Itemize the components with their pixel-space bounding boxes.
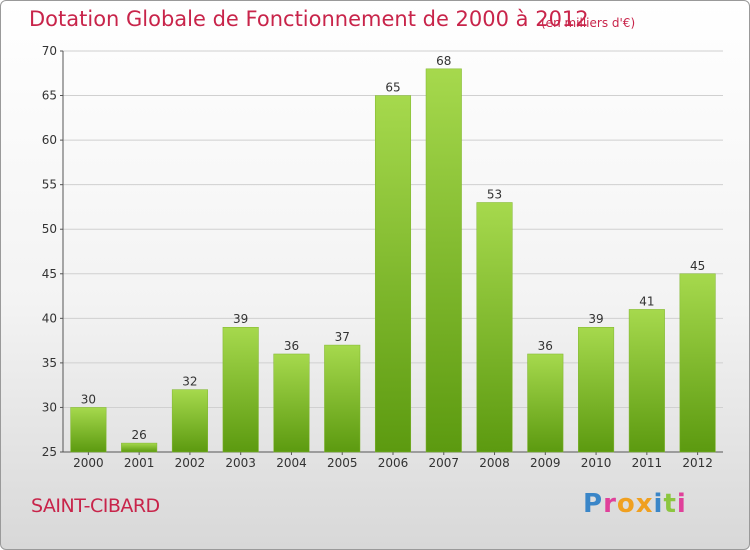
x-tick-label: 2006 — [378, 456, 409, 470]
proxiti-logo[interactable]: Proxiti — [583, 489, 687, 519]
bar-value-label: 26 — [132, 428, 147, 442]
x-tick-label: 2009 — [530, 456, 561, 470]
bar-value-label: 65 — [385, 81, 400, 95]
commune-name: SAINT-CIBARD — [31, 495, 160, 517]
bar-2005[interactable] — [324, 344, 361, 453]
bar-value-label: 68 — [436, 54, 451, 68]
chart-subtitle: (en milliers d'€) — [541, 16, 636, 30]
bar-2004[interactable] — [273, 353, 310, 453]
x-tick-label: 2004 — [276, 456, 307, 470]
logo-letter: i — [653, 489, 664, 519]
logo-letter: x — [635, 489, 654, 519]
logo-letter: P — [583, 489, 604, 519]
bar-2006[interactable] — [374, 95, 412, 453]
bar-2012[interactable] — [679, 273, 716, 453]
chart-title: Dotation Globale de Fonctionnement de 20… — [29, 7, 589, 31]
bar-2008[interactable] — [476, 202, 513, 453]
bar-value-label: 45 — [690, 259, 705, 273]
bar-2011[interactable] — [628, 309, 665, 453]
bar-2000[interactable] — [70, 407, 107, 453]
x-tick-label: 2000 — [73, 456, 104, 470]
logo-letter: i — [676, 489, 687, 519]
y-tick-label: 40 — [42, 311, 57, 325]
logo-letter: r — [603, 489, 617, 519]
x-tick-label: 2012 — [682, 456, 713, 470]
y-tick-label: 60 — [42, 133, 57, 147]
bar-value-label: 30 — [81, 392, 96, 406]
bar-value-label: 53 — [487, 187, 502, 201]
bar-2001[interactable] — [121, 442, 158, 453]
x-tick-label: 2005 — [327, 456, 358, 470]
bar-value-label: 39 — [233, 312, 248, 326]
bar-value-label: 32 — [182, 375, 197, 389]
bar-2007[interactable] — [425, 68, 462, 453]
x-tick-label: 2001 — [124, 456, 155, 470]
bar-value-label: 36 — [538, 339, 553, 353]
y-tick-label: 45 — [42, 267, 57, 281]
y-tick-label: 50 — [42, 222, 57, 236]
logo-letter: o — [616, 489, 636, 519]
logo-letter: t — [663, 489, 677, 519]
bar-value-label: 36 — [284, 339, 299, 353]
y-tick-label: 30 — [42, 400, 57, 414]
bar-2010[interactable] — [578, 326, 615, 453]
x-tick-label: 2011 — [632, 456, 663, 470]
x-tick-label: 2002 — [175, 456, 206, 470]
x-tick-label: 2003 — [225, 456, 256, 470]
bar-value-label: 41 — [639, 294, 654, 308]
y-tick-label: 65 — [42, 89, 57, 103]
x-tick-label: 2010 — [581, 456, 612, 470]
bar-value-label: 37 — [335, 330, 350, 344]
y-tick-label: 35 — [42, 356, 57, 370]
bar-value-label: 39 — [588, 312, 603, 326]
x-tick-label: 2008 — [479, 456, 510, 470]
y-tick-label: 25 — [42, 445, 57, 459]
bar-2002[interactable] — [171, 389, 208, 453]
bar-2009[interactable] — [527, 353, 564, 453]
bar-2003[interactable] — [222, 326, 259, 453]
x-tick-label: 2007 — [428, 456, 459, 470]
y-tick-label: 55 — [42, 178, 57, 192]
y-tick-label: 70 — [42, 44, 57, 58]
